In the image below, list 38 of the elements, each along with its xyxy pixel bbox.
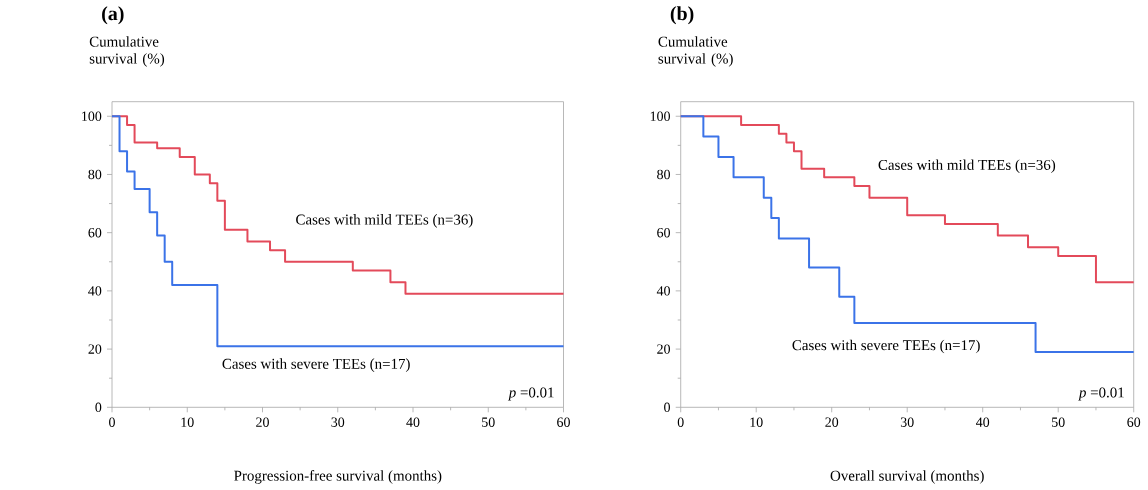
x-tick-label: 0	[109, 417, 115, 427]
x-tick-label: 30	[900, 417, 914, 427]
x-axis-title: Progression-free survival (months)	[234, 470, 442, 484]
y-tick-label: 60	[88, 227, 102, 238]
y-tick-label: 80	[88, 169, 102, 180]
series-label: Cases with mild TEEs (n=36)	[878, 159, 1056, 173]
y-tick-label: 0	[664, 402, 670, 413]
x-tick-label: 10	[181, 417, 194, 427]
annotation: p =0.01	[507, 387, 554, 401]
x-tick-label: 30	[331, 417, 345, 427]
series-label: Cases with severe TEEs (n=17)	[222, 358, 410, 372]
y-tick-label: 20	[657, 344, 670, 354]
y-tick-label: 60	[657, 227, 670, 238]
y-tick-label: 100	[650, 111, 670, 121]
x-tick-label: 20	[825, 417, 839, 427]
y-tick-label: 0	[95, 402, 102, 413]
x-tick-label: 60	[557, 417, 570, 427]
x-tick-label: 50	[482, 417, 495, 427]
y-tick-label: 100	[82, 111, 102, 121]
x-tick-label: 40	[406, 417, 420, 427]
x-tick-label: 60	[1127, 417, 1141, 427]
chart-title: (a)	[102, 6, 124, 25]
y-tick-label: 40	[656, 286, 670, 296]
x-tick-label: 40	[976, 417, 990, 427]
y-tick-label: 20	[88, 344, 102, 354]
x-tick-label: 10	[750, 417, 763, 427]
series-label: Cases with severe TEEs (n=17)	[792, 339, 980, 354]
chart-title: (b)	[670, 6, 694, 25]
x-axis-title: Overall survival (months)	[830, 470, 984, 484]
y-tick-label: 80	[657, 169, 670, 180]
x-tick-label: 0	[677, 417, 684, 427]
y-tick-label: 40	[88, 286, 102, 296]
y-axis-title: Cumulative survival (%)	[658, 36, 733, 67]
x-tick-label: 50	[1052, 417, 1065, 427]
y-axis-title: Cumulative survival (%)	[89, 36, 165, 67]
series-label: Cases with mild TEEs (n=36)	[296, 214, 473, 228]
x-tick-label: 20	[256, 417, 269, 427]
annotation: p =0.01	[1078, 387, 1124, 401]
